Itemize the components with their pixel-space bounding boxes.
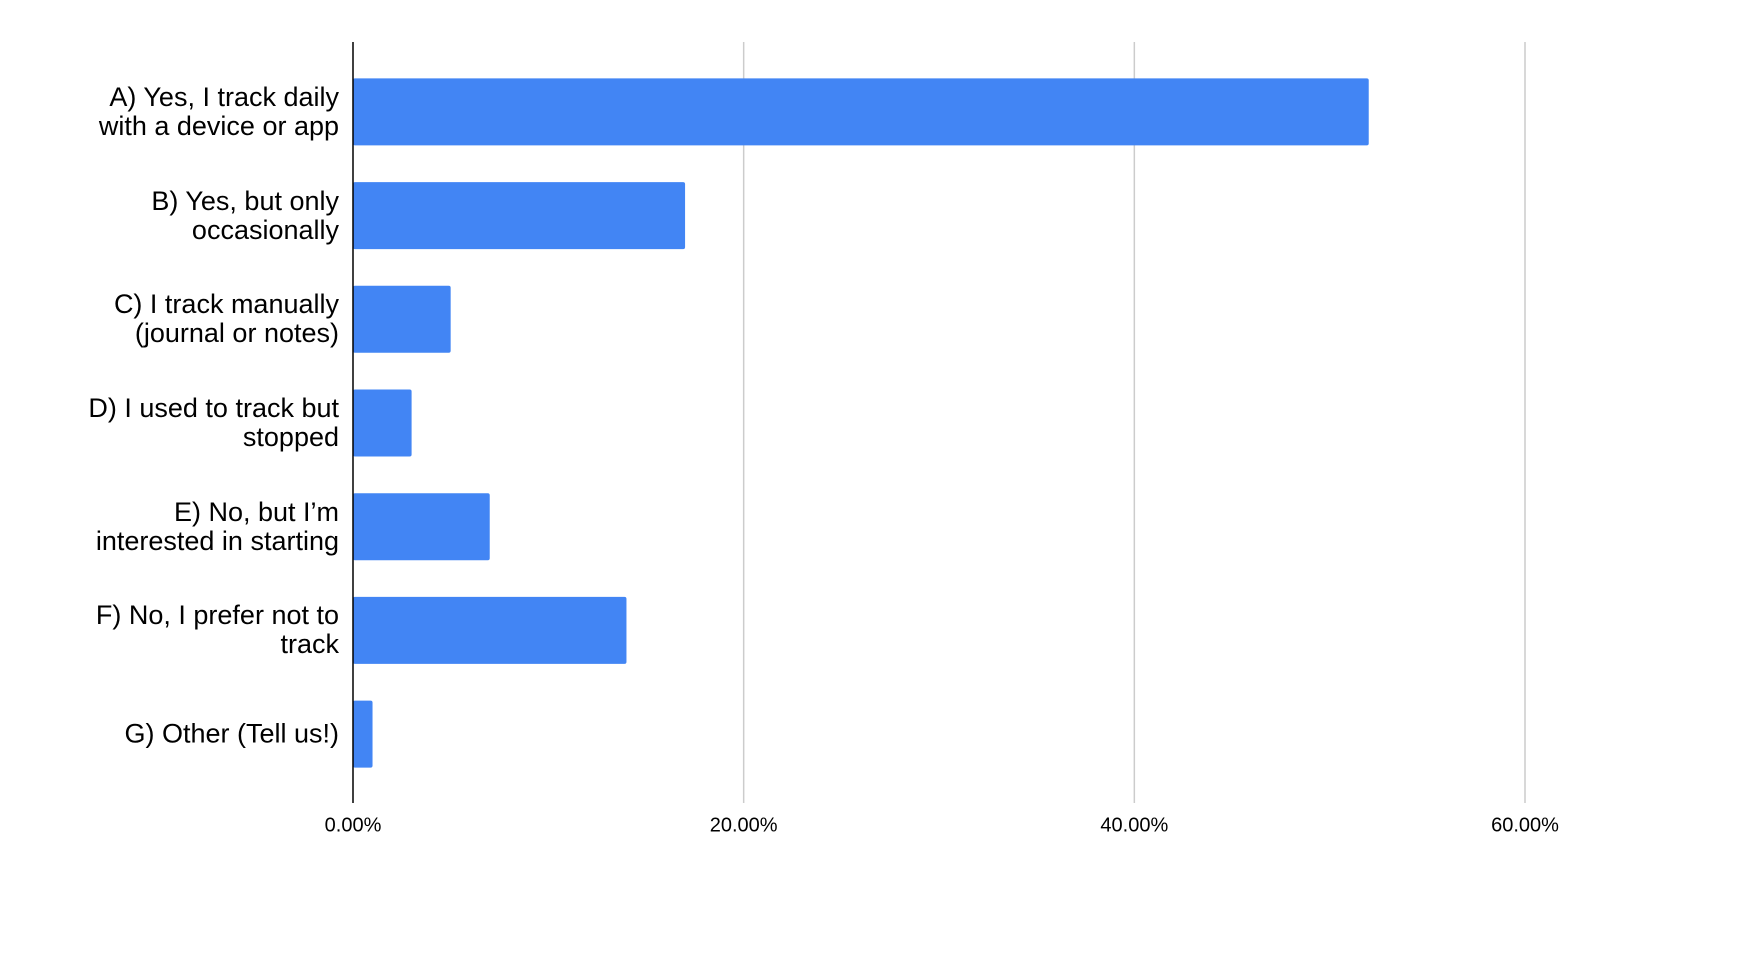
y-tick-label: D) I used to track but stopped xyxy=(88,393,339,452)
y-tick-label: G) Other (Tell us!) xyxy=(124,718,339,749)
y-tick-label: B) Yes, but only occasionally xyxy=(151,185,339,245)
bar xyxy=(353,700,373,768)
y-tick-label: A) Yes, I track daily with a device or a… xyxy=(98,81,339,141)
bar xyxy=(353,493,490,561)
x-tick-label: 60.00% xyxy=(1491,814,1559,836)
y-tick-label: C) I track manually (journal or notes) xyxy=(113,289,339,349)
bar xyxy=(353,596,627,664)
bar xyxy=(353,389,412,457)
x-tick-label: 20.00% xyxy=(710,814,778,836)
bar xyxy=(353,285,451,353)
y-tick-label: E) No, but I’m interested in starting xyxy=(95,496,339,556)
x-tick-label: 0.00% xyxy=(325,814,382,836)
x-tick-label: 40.00% xyxy=(1100,814,1168,836)
bar xyxy=(353,78,1369,146)
bar xyxy=(353,182,686,250)
y-tick-label: F) No, I prefer not to track xyxy=(95,600,339,660)
